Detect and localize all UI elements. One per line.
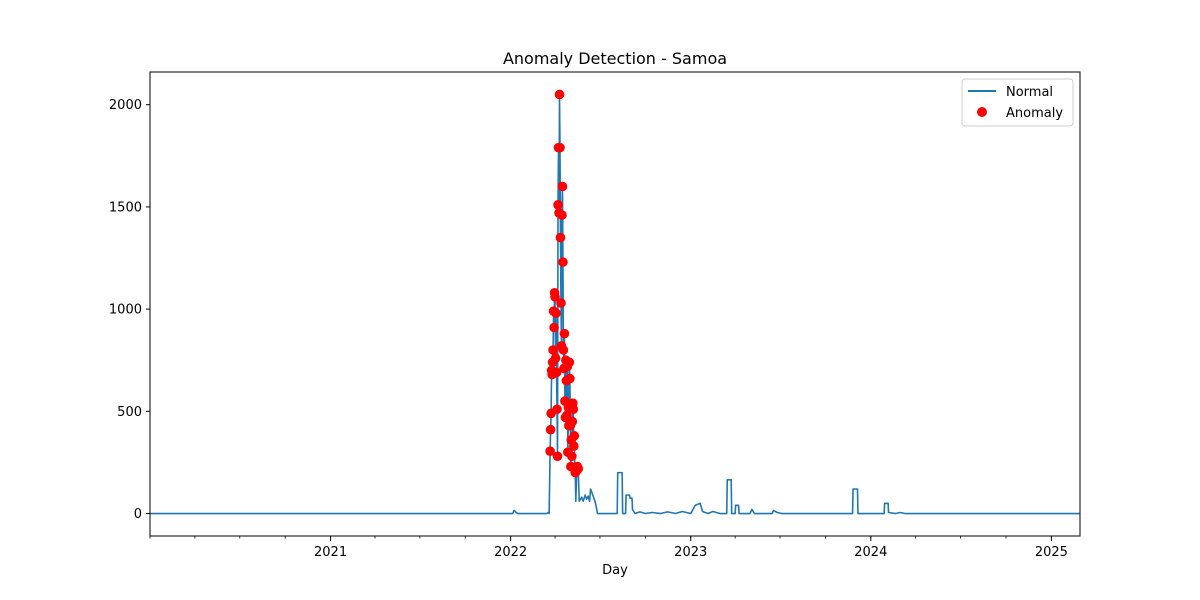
legend: Normal Anomaly [961, 78, 1074, 127]
anomaly-point [569, 431, 580, 441]
anomaly-point [557, 210, 567, 220]
anomaly-point [556, 298, 566, 308]
anomaly-point [551, 308, 561, 319]
y-tick-label: 500 [117, 405, 142, 420]
anomaly-point [555, 142, 565, 153]
anomaly-point [564, 357, 575, 368]
anomaly-point [569, 441, 579, 451]
anomaly-point [552, 451, 563, 462]
anomaly-point [550, 353, 561, 363]
anomaly-point [548, 345, 558, 355]
y-tick-label: 1500 [109, 200, 142, 215]
anomaly-point [550, 292, 560, 302]
anomaly-point [552, 404, 562, 415]
x-axis: 2021 2022 2023 2024 2025 [149, 536, 1068, 560]
legend-normal-label: Normal [1006, 85, 1053, 100]
x-tick-label: 2024 [854, 545, 887, 560]
anomaly-point [565, 373, 575, 384]
y-tick-label: 0 [134, 507, 142, 522]
y-axis: 0 500 1000 1500 2000 [109, 98, 150, 522]
anomaly-point [545, 424, 556, 435]
x-tick-label: 2021 [314, 545, 347, 560]
legend-anomaly-label: Anomaly [1006, 106, 1063, 121]
anomaly-point [549, 322, 559, 333]
anomaly-point [558, 345, 569, 355]
anomaly-point [554, 89, 565, 100]
anomaly-point [567, 451, 577, 462]
chart-title: Anomaly Detection - Samoa [503, 49, 727, 68]
anomaly-point [551, 367, 562, 378]
y-tick-label: 2000 [109, 98, 142, 113]
anomaly-point [573, 463, 584, 474]
anomaly-point [567, 416, 578, 427]
x-axis-label: Day [602, 563, 628, 578]
anomaly-point [557, 181, 568, 192]
anomaly-point [553, 200, 563, 210]
anomaly-point [545, 446, 555, 456]
x-tick-label: 2025 [1035, 545, 1068, 560]
plot-area [150, 89, 1080, 515]
y-tick-label: 1000 [109, 303, 142, 318]
plot-frame [149, 71, 1081, 537]
series-layer [150, 89, 1080, 515]
legend-anomaly-swatch [977, 107, 987, 117]
anomaly-point [568, 404, 579, 415]
anomaly-point [555, 232, 566, 243]
x-tick-label: 2023 [674, 545, 707, 560]
x-tick-label: 2022 [494, 545, 527, 560]
anomaly-point [558, 257, 568, 267]
anomaly-point [559, 328, 570, 339]
